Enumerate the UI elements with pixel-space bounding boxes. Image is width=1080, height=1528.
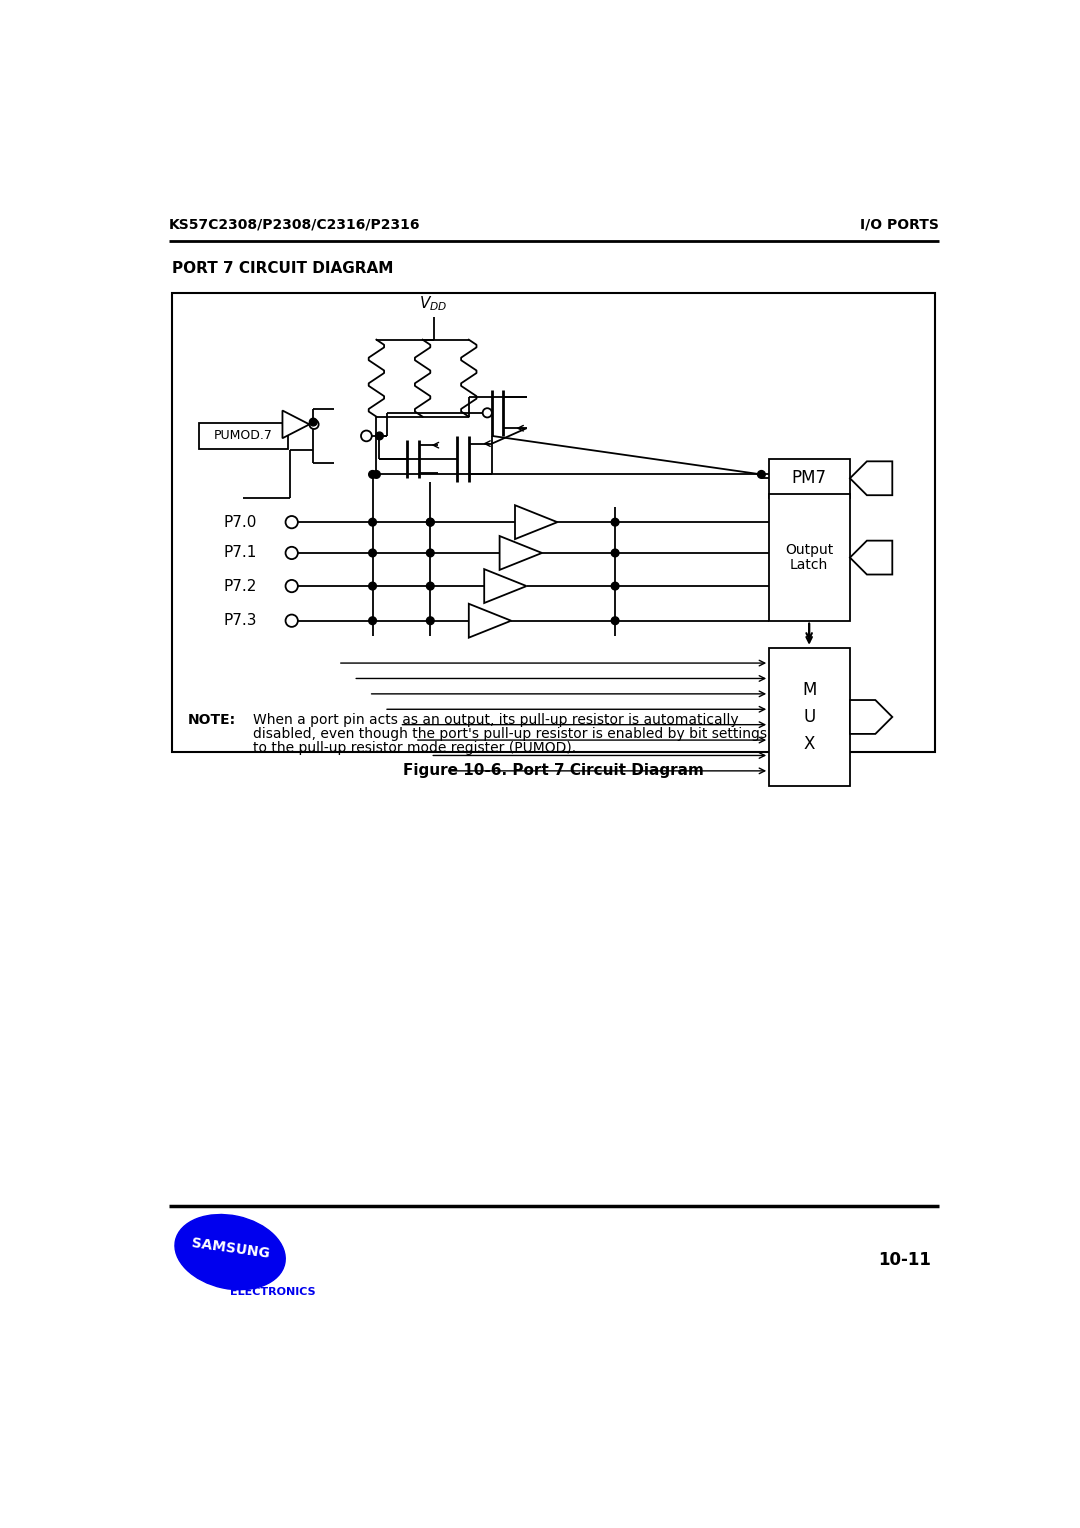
Text: PM7: PM7: [792, 469, 826, 487]
Circle shape: [611, 549, 619, 556]
Circle shape: [309, 419, 318, 426]
Circle shape: [361, 431, 372, 442]
Text: $V_{DD}$: $V_{DD}$: [419, 293, 447, 313]
Text: U: U: [804, 707, 815, 726]
Circle shape: [757, 471, 766, 478]
Text: Latch: Latch: [789, 558, 828, 573]
Text: 1, 4: 1, 4: [858, 711, 885, 724]
Bar: [200, 423, 288, 449]
Circle shape: [373, 471, 380, 478]
Text: SAMSUNG: SAMSUNG: [190, 1236, 270, 1261]
Text: KS57C2308/P2308/C2316/P2316: KS57C2308/P2308/C2316/P2316: [168, 219, 420, 232]
Circle shape: [611, 518, 619, 526]
Circle shape: [368, 549, 377, 556]
Text: 10-11: 10-11: [878, 1251, 931, 1268]
Circle shape: [611, 617, 619, 625]
Circle shape: [427, 549, 434, 556]
Circle shape: [368, 582, 377, 590]
Text: P7.2: P7.2: [224, 579, 257, 593]
Text: 8: 8: [875, 471, 885, 486]
Bar: [769, 494, 850, 620]
Circle shape: [285, 614, 298, 626]
Circle shape: [427, 582, 434, 590]
Circle shape: [368, 471, 377, 478]
Circle shape: [285, 547, 298, 559]
Circle shape: [376, 432, 383, 440]
Circle shape: [483, 408, 491, 417]
Polygon shape: [484, 568, 527, 604]
Text: Figure 10-6. Port 7 Circuit Diagram: Figure 10-6. Port 7 Circuit Diagram: [403, 764, 704, 778]
Circle shape: [611, 582, 619, 590]
Text: NOTE:: NOTE:: [188, 714, 235, 727]
Text: P7.0: P7.0: [224, 515, 257, 530]
Circle shape: [285, 581, 298, 593]
Circle shape: [368, 617, 377, 625]
Polygon shape: [515, 506, 557, 539]
Bar: [769, 458, 850, 498]
Text: X: X: [804, 735, 814, 753]
Circle shape: [285, 516, 298, 529]
Text: Output: Output: [785, 542, 834, 556]
Text: P7.3: P7.3: [224, 613, 257, 628]
Text: to the pull-up resistor mode register (PUMOD).: to the pull-up resistor mode register (P…: [253, 741, 577, 755]
Circle shape: [427, 518, 434, 526]
Text: When a port pin acts as an output, its pull-up resistor is automatically: When a port pin acts as an output, its p…: [253, 714, 739, 727]
Circle shape: [368, 518, 377, 526]
Polygon shape: [850, 700, 892, 733]
Text: PUMOD.7: PUMOD.7: [214, 429, 272, 443]
Polygon shape: [500, 536, 542, 570]
Circle shape: [427, 518, 434, 526]
Circle shape: [427, 617, 434, 625]
Circle shape: [309, 420, 319, 429]
Text: disabled, even though the port's pull-up resistor is enabled by bit settings: disabled, even though the port's pull-up…: [253, 727, 767, 741]
Polygon shape: [850, 461, 892, 495]
Ellipse shape: [175, 1215, 285, 1290]
Text: M: M: [802, 681, 816, 698]
Bar: [769, 648, 850, 787]
Polygon shape: [283, 411, 309, 439]
Bar: [173, 293, 934, 752]
Text: ELECTRONICS: ELECTRONICS: [230, 1287, 315, 1297]
Polygon shape: [850, 541, 892, 575]
Text: P7.1: P7.1: [224, 545, 257, 561]
Polygon shape: [469, 604, 511, 637]
Text: I/O PORTS: I/O PORTS: [860, 219, 939, 232]
Text: PORT 7 CIRCUIT DIAGRAM: PORT 7 CIRCUIT DIAGRAM: [173, 261, 394, 275]
Text: 1, 4: 1, 4: [866, 550, 893, 564]
